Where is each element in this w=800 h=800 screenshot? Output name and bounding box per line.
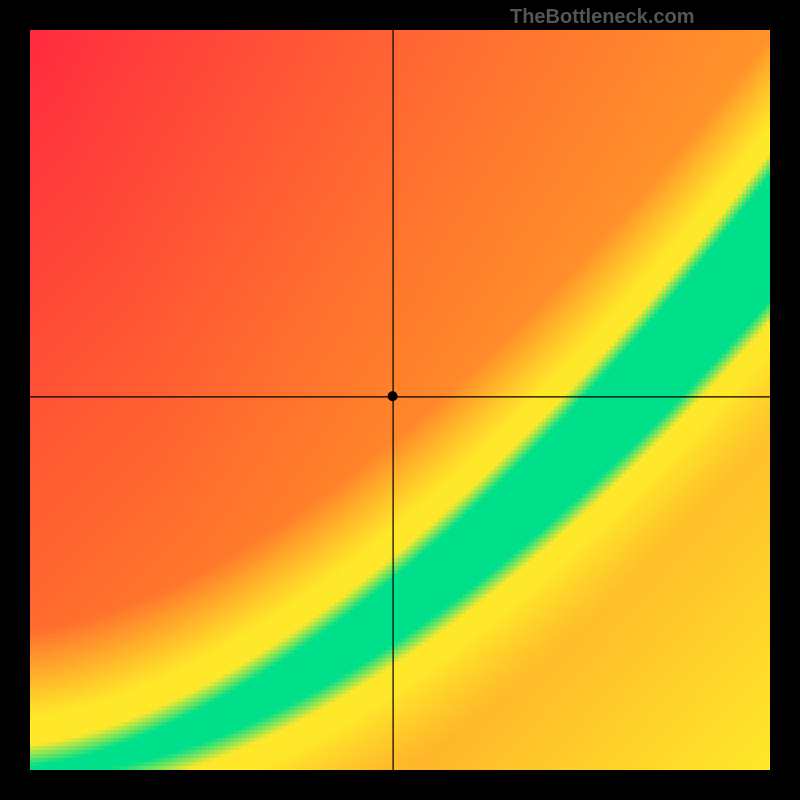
chart-container: { "watermark": { "text": "TheBottleneck.…	[0, 0, 800, 800]
heatmap-plot	[30, 30, 770, 770]
watermark-text: TheBottleneck.com	[510, 6, 694, 29]
heatmap-canvas	[30, 30, 770, 770]
